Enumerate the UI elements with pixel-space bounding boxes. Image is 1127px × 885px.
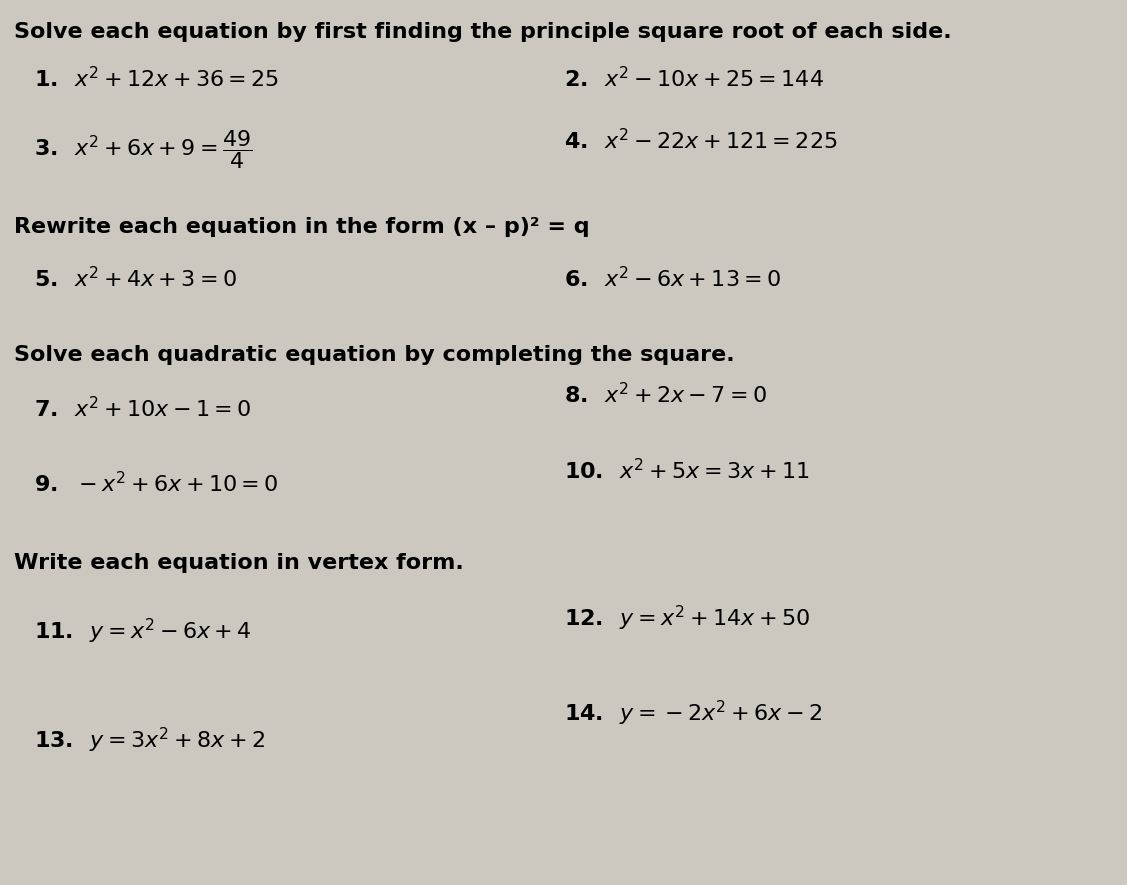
- Text: Rewrite each equation in the form (x – p)² = q: Rewrite each equation in the form (x – p…: [14, 217, 589, 237]
- Text: Write each equation in vertex form.: Write each equation in vertex form.: [14, 553, 463, 573]
- Text: $\mathbf{1.}\;\; x^2 + 12x + 36 = 25$: $\mathbf{1.}\;\; x^2 + 12x + 36 = 25$: [34, 66, 278, 91]
- Text: $\mathbf{6.}\;\; x^2 - 6x + 13 = 0$: $\mathbf{6.}\;\; x^2 - 6x + 13 = 0$: [564, 266, 781, 290]
- Text: $\mathbf{10.}\;\; x^2 + 5x = 3x + 11$: $\mathbf{10.}\;\; x^2 + 5x = 3x + 11$: [564, 458, 809, 482]
- Text: $\mathbf{5.}\;\; x^2 + 4x + 3 = 0$: $\mathbf{5.}\;\; x^2 + 4x + 3 = 0$: [34, 266, 237, 290]
- Text: $\mathbf{14.}\;\; y = -2x^2 + 6x - 2$: $\mathbf{14.}\;\; y = -2x^2 + 6x - 2$: [564, 699, 822, 728]
- Text: $\mathbf{2.}\;\; x^2 - 10x + 25 = 144$: $\mathbf{2.}\;\; x^2 - 10x + 25 = 144$: [564, 66, 824, 91]
- Text: $\mathbf{13.}\;\; y = 3x^2 + 8x + 2$: $\mathbf{13.}\;\; y = 3x^2 + 8x + 2$: [34, 726, 265, 755]
- Text: $\mathbf{3.}\;\; x^2 + 6x + 9 = \dfrac{49}{4}$: $\mathbf{3.}\;\; x^2 + 6x + 9 = \dfrac{4…: [34, 128, 252, 172]
- Text: $\mathbf{7.}\;\; x^2 + 10x - 1 = 0$: $\mathbf{7.}\;\; x^2 + 10x - 1 = 0$: [34, 396, 251, 420]
- Text: Solve each quadratic equation by completing the square.: Solve each quadratic equation by complet…: [14, 345, 734, 366]
- Text: $\mathbf{4.}\;\; x^2 - 22x + 121 = 225$: $\mathbf{4.}\;\; x^2 - 22x + 121 = 225$: [564, 128, 837, 153]
- Text: Solve each equation by first finding the principle square root of each side.: Solve each equation by first finding the…: [14, 22, 951, 42]
- Text: $\mathbf{11.}\;\; y = x^2 - 6x + 4$: $\mathbf{11.}\;\; y = x^2 - 6x + 4$: [34, 617, 251, 646]
- Text: $\mathbf{12.}\;\; y = x^2 + 14x + 50$: $\mathbf{12.}\;\; y = x^2 + 14x + 50$: [564, 604, 809, 633]
- Text: $\mathbf{9.}\;\; -x^2 + 6x + 10 = 0$: $\mathbf{9.}\;\; -x^2 + 6x + 10 = 0$: [34, 471, 278, 496]
- Text: $\mathbf{8.}\;\; x^2 + 2x - 7 = 0$: $\mathbf{8.}\;\; x^2 + 2x - 7 = 0$: [564, 382, 766, 407]
